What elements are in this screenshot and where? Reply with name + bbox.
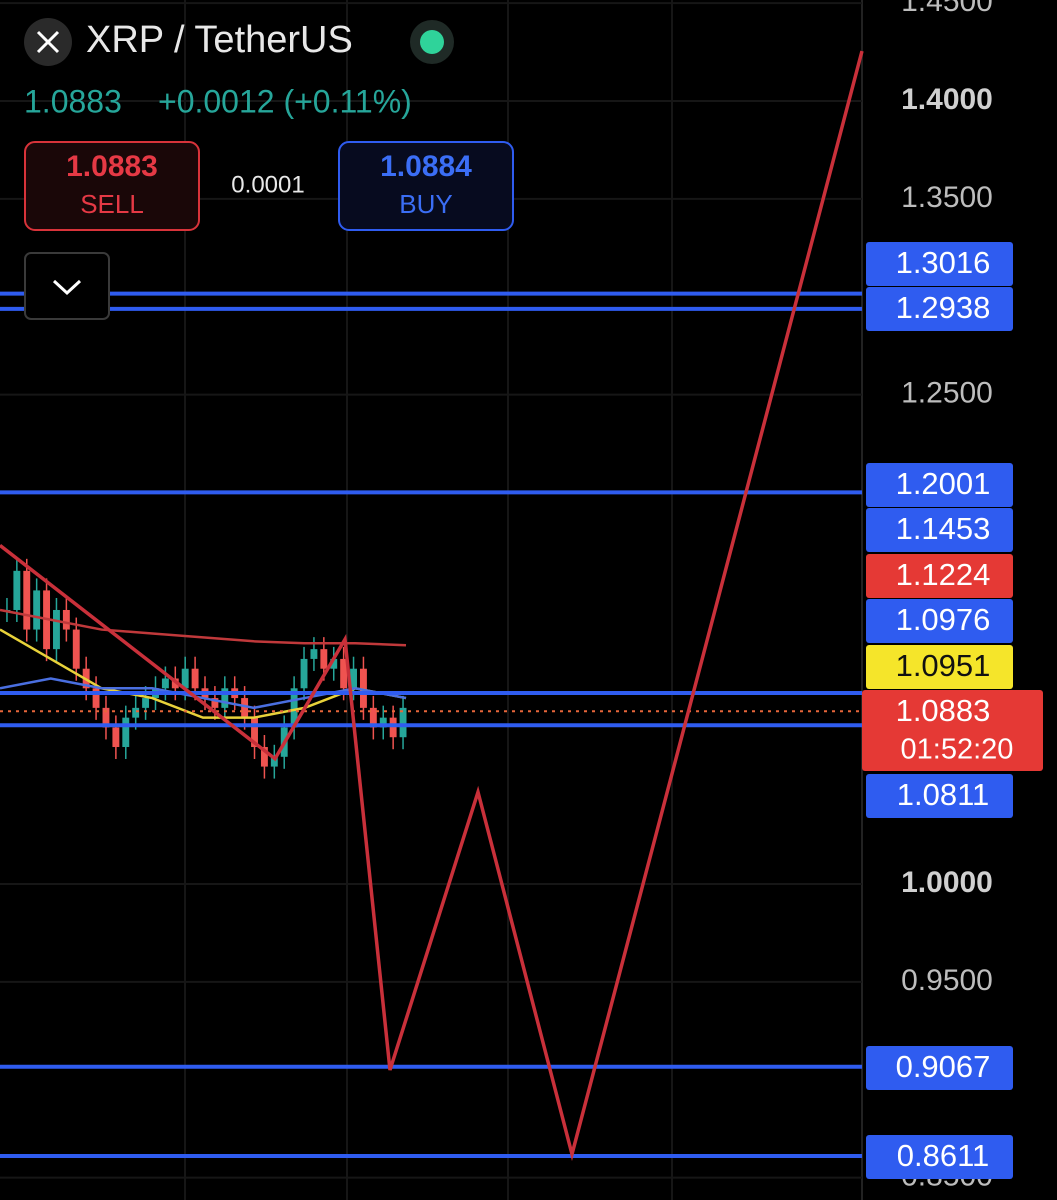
level-badge (866, 774, 1013, 818)
countdown: 01:52:20 (901, 734, 1014, 766)
level-label: 1.1453 (896, 511, 991, 546)
buy-price: 1.0884 (380, 150, 472, 183)
moving-average (0, 608, 407, 647)
close-icon (36, 30, 60, 54)
level-badge (866, 599, 1013, 643)
level-label: 1.0976 (896, 602, 991, 637)
candle (13, 570, 21, 610)
candle (399, 707, 407, 738)
y-tick-label: 1.3500 (901, 181, 993, 214)
y-tick-label: 0.9500 (901, 964, 993, 997)
spread: 0.0001 (231, 171, 304, 198)
level-badge (866, 287, 1013, 331)
buy-label: BUY (399, 189, 452, 219)
candle (142, 698, 150, 708)
candle (300, 658, 308, 689)
current-badge (862, 690, 1043, 771)
candle (369, 707, 377, 728)
candle (62, 609, 70, 630)
candle (310, 649, 318, 659)
sell-button[interactable] (24, 141, 200, 231)
candle (92, 688, 100, 708)
level-label: 1.0811 (897, 777, 990, 812)
header: XRP / TetherUS 1.0883 +0.0012 (+0.11%) 1… (24, 18, 514, 320)
candle (122, 717, 130, 748)
buy-button[interactable] (338, 141, 514, 231)
level-label: 1.3016 (896, 245, 991, 280)
candle (181, 668, 189, 689)
candle (211, 698, 219, 708)
level-badge (866, 1135, 1013, 1179)
symbol: XRP / TetherUS (86, 19, 353, 61)
candle (33, 590, 41, 630)
level-badge (866, 242, 1013, 286)
expand-button[interactable] (24, 252, 110, 320)
level-badge (866, 508, 1013, 552)
y-tick-label: 1.2500 (901, 377, 993, 410)
candle (112, 727, 120, 748)
candle (102, 707, 110, 728)
candle (389, 717, 397, 738)
current-price-label: 1.0883 (896, 693, 991, 728)
level-label: 1.1224 (896, 557, 991, 592)
candle (221, 688, 229, 708)
candle (290, 688, 298, 728)
candle (241, 698, 249, 718)
y-tick-label: 1.4500 (901, 0, 993, 18)
candle (330, 658, 338, 669)
candle (270, 756, 278, 767)
candle (132, 707, 140, 718)
candle (340, 658, 348, 689)
chevron-icon (52, 279, 82, 296)
sell-price: 1.0883 (66, 150, 158, 183)
candle (320, 649, 328, 669)
level-label: 0.9067 (896, 1049, 991, 1084)
candle (161, 678, 169, 689)
price-change: +0.0012 (+0.11%) (158, 83, 412, 119)
status-dot (420, 30, 444, 54)
level-badge (866, 463, 1013, 507)
level-label: 1.2001 (896, 466, 991, 501)
level-label: 1.2938 (896, 290, 991, 325)
sell-label: SELL (80, 189, 144, 219)
level-label: 1.0951 (896, 648, 991, 683)
y-tick-label: 1.0000 (901, 866, 993, 899)
candle (379, 717, 387, 728)
candle (350, 668, 357, 689)
plot (0, 50, 864, 1162)
candle (251, 717, 258, 748)
candle (359, 668, 367, 708)
candle (23, 570, 31, 630)
level-badge (866, 554, 1013, 598)
y-tick-label: 1.4000 (901, 83, 993, 116)
candle (260, 747, 268, 767)
drawn-path (0, 50, 864, 1162)
level-badge (866, 1046, 1013, 1090)
candle (53, 609, 60, 650)
candle (191, 668, 199, 689)
candle (72, 629, 80, 669)
level-label: 0.8611 (897, 1138, 990, 1173)
price-axis: 1.45001.40001.35001.25001.00000.95000.85… (862, 0, 1043, 1193)
level-badge (866, 645, 1013, 689)
last-price: 1.0883 (24, 83, 122, 119)
